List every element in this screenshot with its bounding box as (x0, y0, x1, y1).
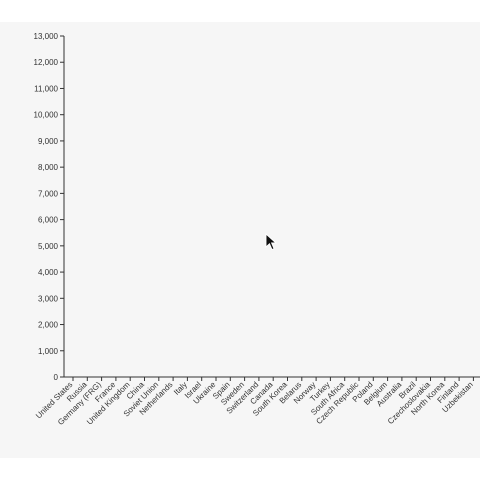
y-tick-label: 10,000 (34, 111, 59, 120)
y-tick-label: 7,000 (38, 189, 59, 198)
chart-background (0, 22, 480, 458)
y-tick-label: 9,000 (38, 137, 59, 146)
bottom-band (0, 458, 480, 480)
y-tick-label: 13,000 (34, 32, 59, 41)
top-band (0, 0, 480, 22)
y-tick-label: 2,000 (38, 321, 59, 330)
y-tick-label: 6,000 (38, 216, 59, 225)
y-axis: 0 1,000 2,000 3,000 4,000 5,000 6,000 7,000 8,00… (34, 32, 65, 382)
y-tick-label: 1,000 (38, 347, 59, 356)
y-tick-label: 12,000 (34, 58, 59, 67)
y-tick-label: 11,000 (34, 84, 58, 93)
y-tick-label: 3,000 (38, 294, 59, 303)
y-tick-label: 0 (54, 373, 59, 382)
mouse-pointer-icon (265, 233, 277, 251)
y-tick-label: 5,000 (38, 242, 59, 251)
y-tick-label: 8,000 (38, 163, 59, 172)
y-tick-label: 4,000 (38, 268, 59, 277)
